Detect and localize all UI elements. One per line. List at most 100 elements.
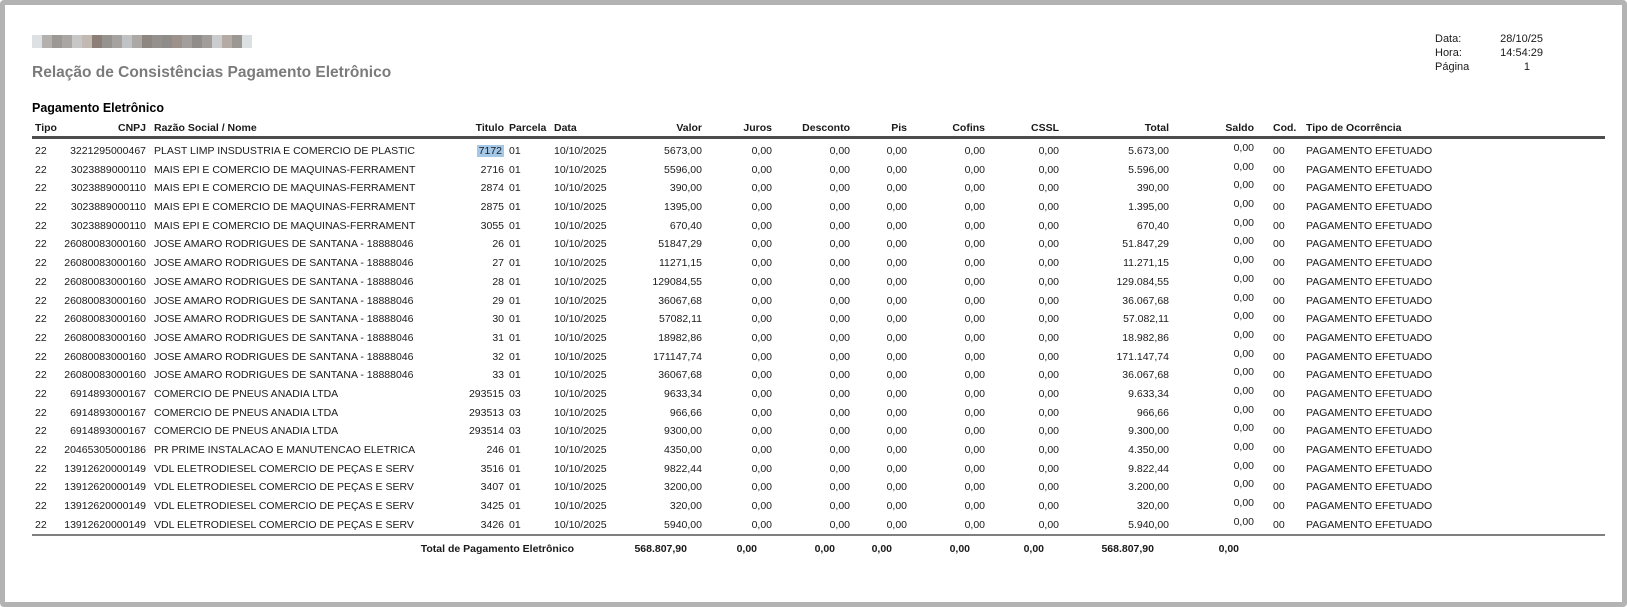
cell-pis: 0,00	[850, 235, 907, 254]
cell-text: 26080083000160	[64, 350, 146, 363]
cell-text: 0,00	[1233, 422, 1254, 435]
cell-data: 10/10/2025	[548, 366, 617, 385]
payments-table: Tipo CNPJ Razão Social / Nome Titulo Parcela…	[32, 118, 1605, 562]
cell-cnpj: 13912620000149	[58, 460, 146, 479]
cell-saldo: 0,00	[1169, 251, 1254, 270]
cell-juros: 0,00	[702, 235, 772, 254]
cell-desconto: 0,00	[772, 198, 850, 217]
cell-tipo: 22	[32, 441, 58, 460]
cell-text: 0,00	[964, 500, 985, 513]
cell-text: 01	[509, 163, 521, 176]
cell-text: PAGAMENTO EFETUADO	[1306, 425, 1433, 438]
cell-cofins: 0,00	[907, 497, 985, 516]
cell-razao: VDL ELETRODIESEL COMERCIO DE PEÇAS E SER…	[146, 478, 465, 497]
cell-text: 36.067,68	[1122, 369, 1169, 382]
table-header-row: Tipo CNPJ Razão Social / Nome Titulo Parcela…	[32, 118, 1605, 139]
selected-cell-text[interactable]: 7172	[476, 145, 504, 157]
cell-data: 10/10/2025	[548, 460, 617, 479]
cell-text: 9633,34	[664, 387, 702, 400]
cell-data: 10/10/2025	[548, 404, 617, 423]
cell-cod: 00	[1254, 460, 1300, 479]
cell-text: 10/10/2025	[554, 444, 607, 456]
cell-text: 246	[486, 444, 504, 456]
cell-titulo: 293514	[465, 422, 504, 441]
cell-text: 00	[1273, 294, 1285, 307]
cell-total: 36.067,68	[1059, 292, 1169, 311]
cell-text: 5596,00	[664, 163, 702, 176]
table-row: 22 6914893000167 COMERCIO DE PNEUS ANADIA …	[32, 422, 1605, 441]
cell-text: 01	[509, 275, 521, 288]
cell-cod: 00	[1254, 441, 1300, 460]
cell-cofins: 0,00	[907, 478, 985, 497]
cell-text: 3425	[480, 500, 504, 513]
cell-pis: 0,00	[850, 385, 907, 404]
cell-cod: 00	[1254, 385, 1300, 404]
cell-text: 0,00	[829, 406, 850, 419]
cell-cod: 00	[1254, 217, 1300, 236]
cell-cnpj: 26080083000160	[58, 273, 146, 292]
cell-cssl: 0,00	[985, 385, 1059, 404]
table-row: 22 26080083000160 JOSE AMARO RODRIGUES DE …	[32, 366, 1605, 385]
cell-text: 0,00	[751, 201, 772, 214]
cell-text: PAGAMENTO EFETUADO	[1306, 238, 1433, 251]
cell-cofins: 0,00	[907, 161, 985, 180]
cell-text: 0,00	[964, 369, 985, 382]
cell-text: 3407	[480, 481, 504, 494]
cell-data: 10/10/2025	[548, 142, 617, 161]
cell-text: 10/10/2025	[554, 313, 607, 326]
cell-text: 0,00	[751, 481, 772, 494]
cell-desconto: 0,00	[772, 179, 850, 198]
cell-text: PAGAMENTO EFETUADO	[1306, 406, 1433, 419]
cell-text: 0,00	[1233, 291, 1254, 304]
cell-cssl: 0,00	[985, 404, 1059, 423]
cell-saldo: 0,00	[1169, 232, 1254, 251]
cell-tipo: 22	[32, 179, 58, 198]
cell-ocorrencia: PAGAMENTO EFETUADO	[1300, 161, 1605, 180]
cell-titulo: 3055	[465, 217, 504, 236]
cell-ocorrencia: PAGAMENTO EFETUADO	[1300, 516, 1605, 535]
cell-text: 00	[1273, 201, 1285, 214]
cell-cssl: 0,00	[985, 460, 1059, 479]
cell-text: 0,00	[1233, 328, 1254, 341]
cell-text: 22	[35, 219, 47, 232]
cell-text: 29	[492, 294, 504, 307]
cell-text: 0,00	[1038, 238, 1059, 251]
cell-text: 51847,29	[658, 238, 702, 251]
column-header-titulo: Titulo	[475, 122, 504, 134]
cell-cssl: 0,00	[985, 142, 1059, 161]
cell-text: PAGAMENTO EFETUADO	[1306, 163, 1433, 176]
cell-text: PAGAMENTO EFETUADO	[1306, 219, 1433, 232]
cell-text: 0,00	[829, 145, 850, 157]
cell-text: 0,00	[886, 145, 907, 157]
cell-cnpj: 3023889000110	[58, 179, 146, 198]
cell-valor: 36067,68	[617, 292, 702, 311]
cell-text: PAGAMENTO EFETUADO	[1306, 444, 1433, 456]
table-row: 22 3023889000110 MAIS EPI E COMERCIO DE MA…	[32, 179, 1605, 198]
cell-text: 3023889000110	[70, 182, 146, 195]
cell-text: 00	[1273, 163, 1285, 176]
cell-text: 30	[492, 313, 504, 326]
cell-text: 00	[1273, 331, 1285, 344]
cell-valor: 36067,68	[617, 366, 702, 385]
report-title: Relação de Consistências Pagamento Eletr…	[32, 64, 392, 81]
column-header-desconto: Desconto	[802, 122, 850, 134]
cell-saldo: 0,00	[1169, 214, 1254, 233]
cell-text: 1.395,00	[1128, 201, 1169, 214]
cell-text: 5673,00	[664, 145, 702, 157]
cell-text: 01	[509, 481, 521, 494]
cell-cnpj: 20465305000186	[58, 441, 146, 460]
cell-cod: 00	[1254, 478, 1300, 497]
cell-total: 670,40	[1059, 217, 1169, 236]
cell-text: 00	[1273, 387, 1285, 400]
cell-cod: 00	[1254, 142, 1300, 161]
cell-text: 129.084,55	[1116, 275, 1169, 288]
cell-parcela: 01	[504, 516, 548, 535]
cell-text: 01	[509, 145, 521, 157]
cell-text: 0,00	[751, 163, 772, 176]
cell-valor: 966,66	[617, 404, 702, 423]
cell-tipo: 22	[32, 385, 58, 404]
column-header-valor: Valor	[676, 122, 702, 134]
cell-juros: 0,00	[702, 366, 772, 385]
cell-text: 0,00	[751, 313, 772, 326]
cell-text: 0,00	[1233, 366, 1254, 379]
